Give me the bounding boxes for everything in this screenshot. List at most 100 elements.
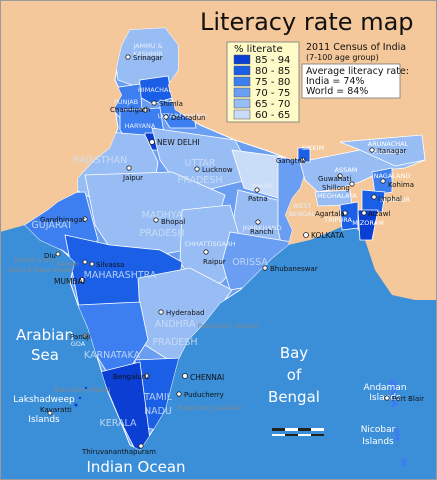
city-dot-shillong bbox=[349, 181, 355, 187]
city-dot-diu bbox=[55, 251, 61, 257]
state-label-manipur: MANIPUR bbox=[380, 196, 411, 204]
city-kolkata: KOLKATA bbox=[311, 231, 345, 240]
average-heading: Average literacy rate: bbox=[306, 66, 409, 77]
state-label-orissa: ORISSA bbox=[232, 257, 268, 268]
sea-label-arabian-2: Sea bbox=[31, 346, 59, 364]
average-world: World = 84% bbox=[306, 86, 368, 97]
city-dot-puducherry bbox=[176, 391, 182, 397]
map-title: Literacy rate map bbox=[200, 8, 414, 36]
state-label-rajasthan: RAJASTHAN bbox=[73, 155, 127, 166]
lakshadweep-island bbox=[78, 396, 82, 400]
city-dot-kohima bbox=[380, 178, 386, 184]
city-dot-kavaratti bbox=[47, 410, 53, 416]
census-title: 2011 Census of India bbox=[306, 42, 406, 53]
city-new-delhi: NEW DELHI bbox=[157, 138, 200, 147]
state-label-chhattisgarh: CHHATTISGARH bbox=[184, 240, 235, 248]
state-regions bbox=[25, 28, 305, 450]
legend-label: 75 - 80 bbox=[255, 77, 290, 88]
city-mumbai: MUMBAI bbox=[54, 277, 85, 286]
sea bbox=[0, 222, 437, 480]
city-raipur: Raipur bbox=[203, 258, 226, 266]
nicobar-islands-south bbox=[402, 458, 406, 466]
state-label-mp-2: PRADESH bbox=[140, 228, 185, 239]
city-dot-kolkata bbox=[303, 232, 309, 238]
region-arunachal bbox=[339, 134, 426, 167]
state-label-ap: ANDHRA bbox=[155, 319, 196, 330]
state-label-up: UTTAR bbox=[185, 158, 216, 169]
city-dot-daman bbox=[82, 259, 88, 265]
state-label-ap-2: PRADESH bbox=[153, 337, 198, 348]
city-daman: Daman bbox=[57, 261, 79, 268]
region-tripura bbox=[339, 201, 359, 231]
average-box-bg bbox=[301, 63, 401, 99]
state-label-nagaland: NAGALAND bbox=[374, 172, 411, 180]
city-srinagar: Srinagar bbox=[133, 54, 163, 62]
city-diu: Diu bbox=[44, 252, 56, 260]
city-thiruvananthapuram: Thiruvananthapuram bbox=[81, 448, 156, 456]
city-dot-panaji bbox=[82, 333, 88, 339]
region-mizoram bbox=[357, 209, 379, 241]
city-dot-dehradun bbox=[163, 114, 169, 120]
state-label-karnataka: KARNATAKA bbox=[84, 350, 141, 361]
city-puducherry: Puducherry bbox=[184, 391, 224, 399]
city-dehradun: Dehradun bbox=[171, 114, 206, 122]
sea-label-indian-ocean: Indian Ocean bbox=[86, 458, 185, 476]
nicobar-label: Nicobar bbox=[361, 425, 396, 435]
lakshadweep-label: Lakshadweep bbox=[13, 395, 75, 405]
legend-swatch bbox=[233, 109, 251, 120]
average-india: India = 74% bbox=[306, 76, 364, 87]
city-dot-hyderabad bbox=[158, 309, 164, 315]
state-label-kerala: KERALA bbox=[100, 418, 137, 429]
city-kavaratti: Kavaratti bbox=[40, 406, 72, 414]
city-dot-itanagar bbox=[369, 147, 375, 153]
city-patna: Patna bbox=[248, 195, 268, 203]
cities: Srinagar Shimla Chandigarh Dehradun NEW … bbox=[40, 54, 424, 456]
state-label-arunachal: ARUNACHAL bbox=[368, 140, 409, 148]
city-dot-patna bbox=[254, 187, 260, 193]
city-dot-ranchi bbox=[255, 219, 261, 225]
city-bhubaneswar: Bhubaneswar bbox=[270, 265, 318, 273]
state-label-mizoram: MIZORAM bbox=[352, 219, 383, 227]
sea-label-arabian: Arabian bbox=[16, 326, 74, 344]
city-silvassa: Silvassa bbox=[96, 261, 124, 269]
state-label-goa: GOA bbox=[71, 340, 86, 348]
legend-swatch bbox=[233, 87, 251, 98]
city-gangtok: Gangtok bbox=[276, 157, 307, 165]
state-label-maharashtra: MAHARASHTRA bbox=[84, 270, 157, 281]
legend-label: 85 - 94 bbox=[255, 55, 290, 66]
state-label-meghalaya: MEGHALAYA bbox=[317, 192, 357, 200]
state-label-wb-2: BENGAL bbox=[289, 210, 316, 218]
city-dot-imphal bbox=[371, 194, 377, 200]
city-dot-chandigarh bbox=[142, 107, 148, 113]
city-dot-lucknow bbox=[194, 166, 200, 172]
state-label-assam: ASSAM bbox=[335, 166, 358, 174]
sea-label-bay-2: of bbox=[287, 366, 302, 384]
city-port-blair: Port Blair bbox=[392, 395, 424, 403]
city-dot-srinagar bbox=[125, 54, 131, 60]
lakshadweep-label-2: Islands bbox=[28, 415, 60, 425]
state-label-tripura: TRIPURA bbox=[323, 216, 352, 224]
state-label-hp: HIMACHAL bbox=[138, 86, 173, 94]
legend-label: 65 - 70 bbox=[255, 99, 290, 110]
state-label-wb: WEST bbox=[293, 202, 312, 210]
label-puducherry-karaikal: Puducherry (Karaikal) bbox=[178, 405, 243, 412]
state-label-bihar: BIHAR bbox=[252, 182, 273, 190]
census-subtitle: (7-100 age group) bbox=[306, 53, 379, 62]
state-label-jharkhand: JHARKHAND bbox=[241, 224, 281, 232]
city-dot-aizawl bbox=[361, 210, 367, 216]
state-label-punjab: PUNJAB bbox=[114, 98, 138, 106]
city-chandigarh: Chandigarh bbox=[110, 106, 150, 114]
legend-swatch bbox=[233, 54, 251, 65]
city-dot-bhopal bbox=[153, 217, 159, 223]
state-label-tn: TAMIL bbox=[143, 392, 173, 403]
city-kohima: Kohima bbox=[388, 181, 414, 189]
state-label-haryana: HARYANA bbox=[125, 122, 156, 130]
nicobar-islands bbox=[394, 428, 400, 442]
city-dot-thiruvananthapuram bbox=[138, 443, 144, 449]
city-jaipur: Jaipur bbox=[122, 174, 143, 182]
state-label-uttarakhand: UTTARAKHAND bbox=[158, 112, 207, 120]
state-label-arunachal-2: PRADESH bbox=[373, 148, 404, 156]
label-puducherry-mahe: Puducherry (Mahe) bbox=[53, 387, 110, 394]
